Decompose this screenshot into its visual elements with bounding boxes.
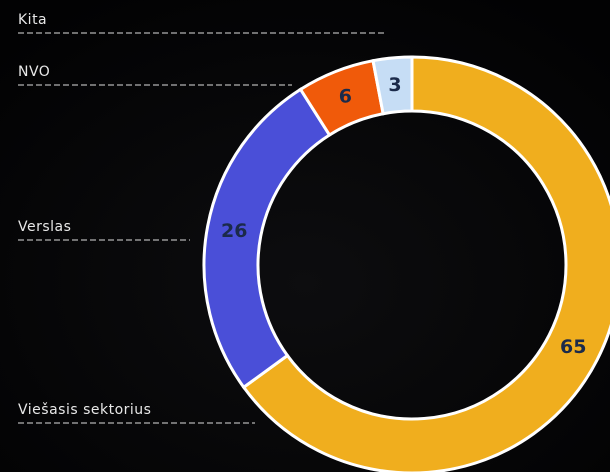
category-label: NVO <box>18 64 50 80</box>
data-label: 26 <box>221 220 247 242</box>
category-label: Verslas <box>18 219 71 235</box>
chart: 65 26 6 3 Viešasis sektorius Verslas NVO Kita <box>0 0 610 472</box>
category-label: Viešasis sektorius <box>18 402 151 418</box>
data-label: 6 <box>339 86 352 108</box>
data-label: 3 <box>388 74 401 96</box>
data-label: 65 <box>560 336 586 358</box>
category-label: Kita <box>18 12 47 28</box>
